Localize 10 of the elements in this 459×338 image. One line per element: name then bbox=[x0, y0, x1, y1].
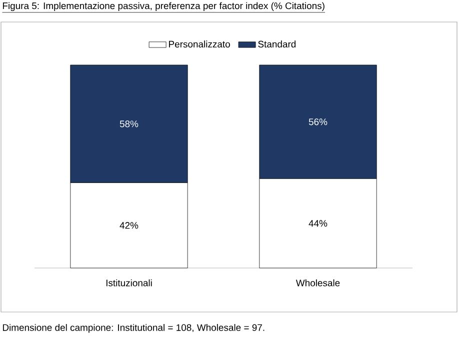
legend-label: Personalizzato bbox=[169, 40, 230, 48]
data-label: 44% bbox=[308, 220, 328, 227]
data-label: 58% bbox=[120, 120, 138, 128]
data-label: 42% bbox=[120, 222, 138, 229]
legend-label: Standard bbox=[258, 40, 296, 48]
x-tick-label: Istituzionali bbox=[106, 279, 152, 286]
data-label: 56% bbox=[308, 118, 328, 126]
x-tick-label: Wholesale bbox=[296, 279, 340, 286]
text: Dimensione del campione: Institutional = 108, Wholesale = 97. bbox=[2, 324, 264, 333]
chart-title: Figura 5: Implementazione passiva, preferenza per factor index (% Citations) bbox=[2, 2, 324, 12]
